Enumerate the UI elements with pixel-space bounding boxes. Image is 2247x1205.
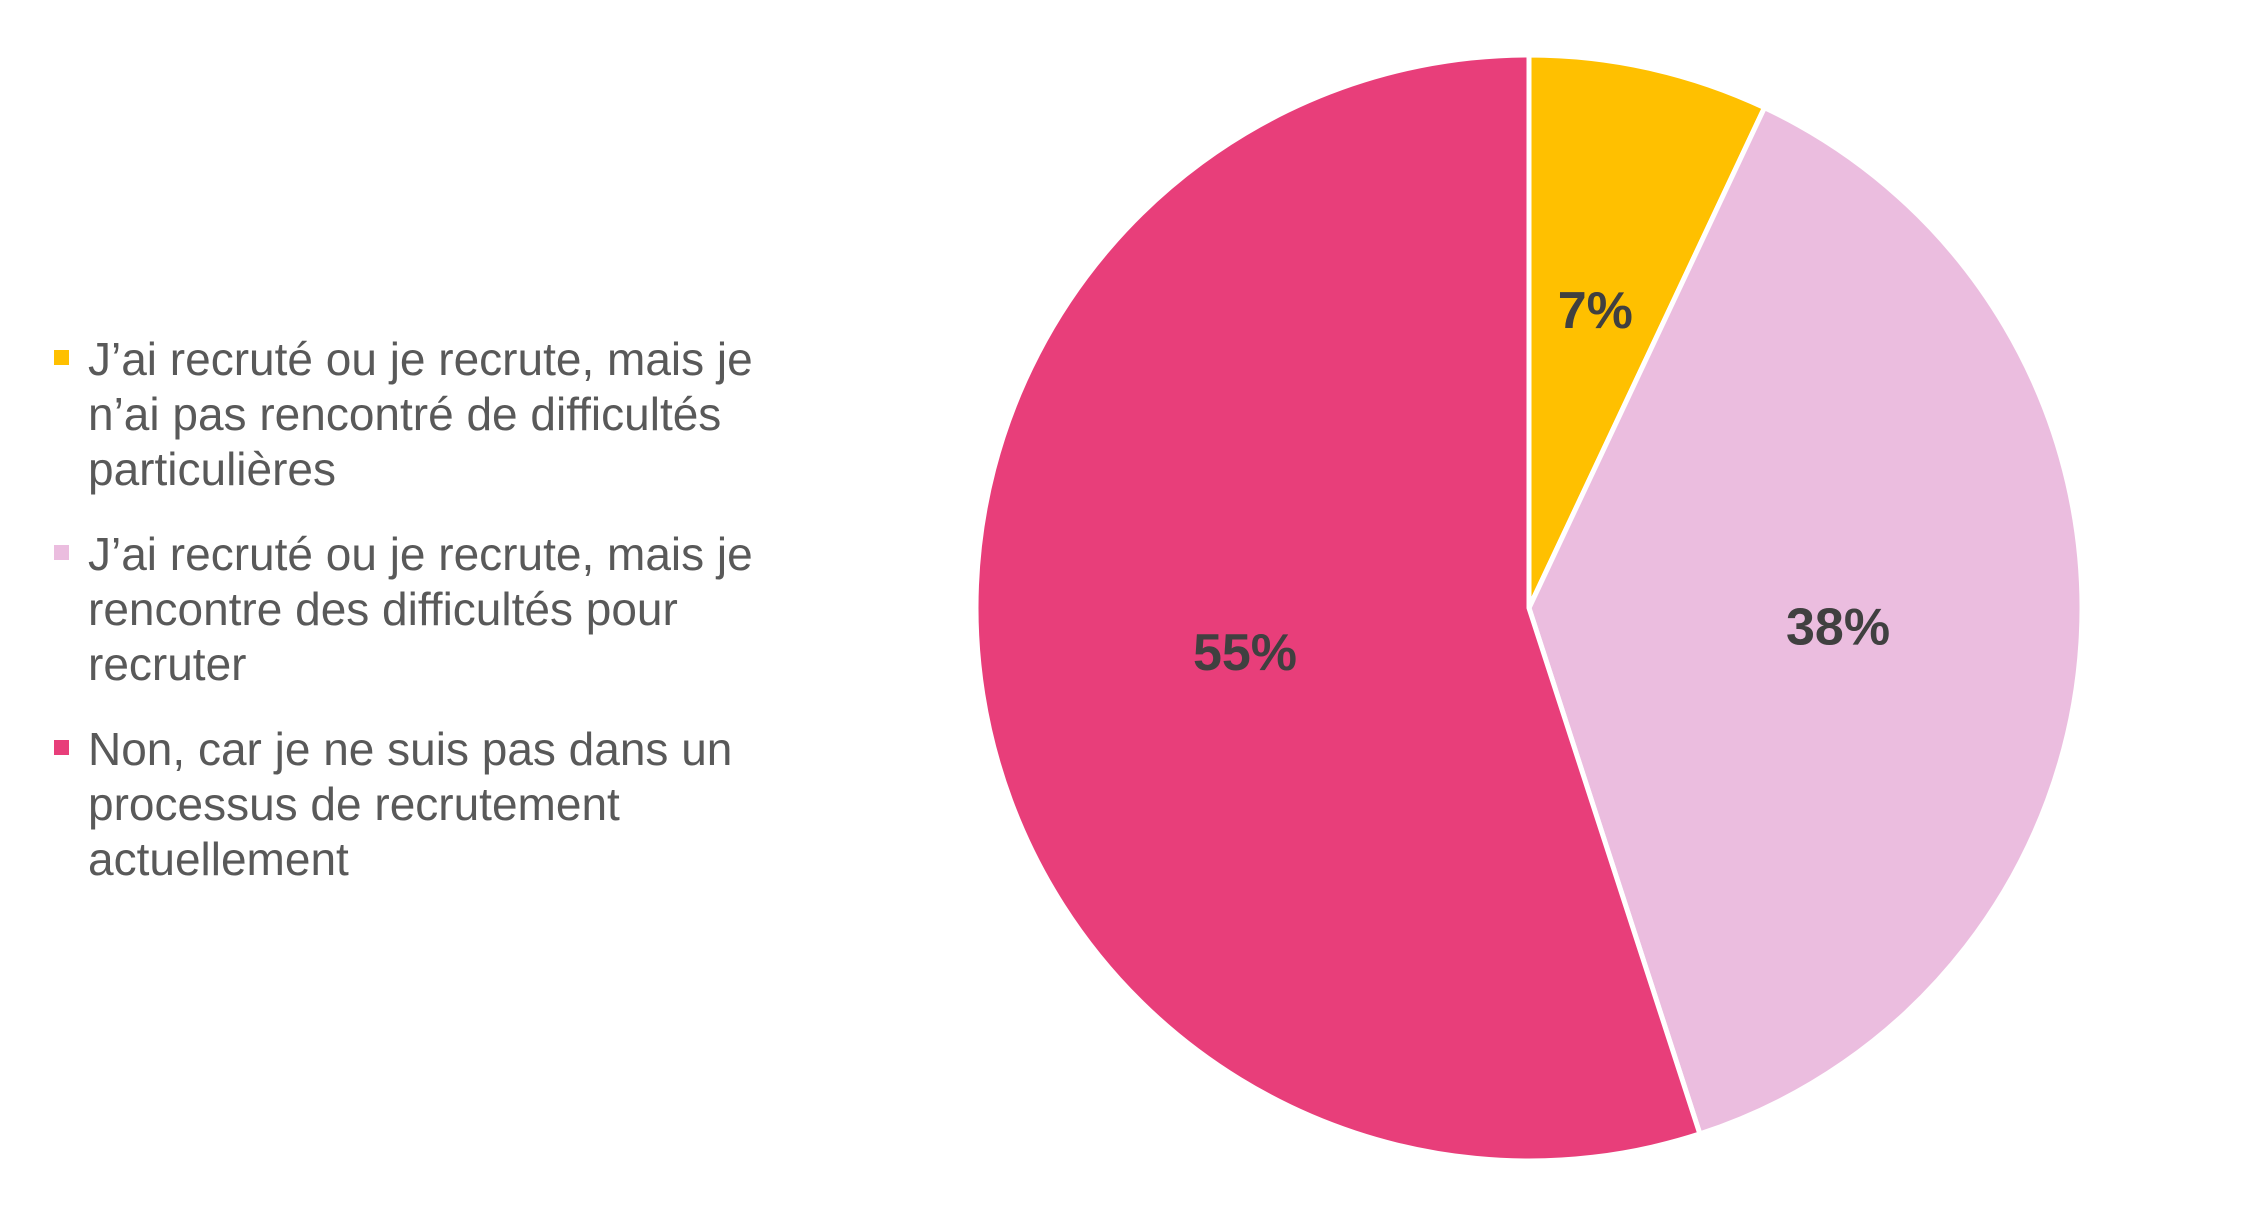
legend-item-not-recruiting: Non, car je ne suis pas dans un processu… xyxy=(52,722,792,887)
slice-difficulties-label: 38% xyxy=(1786,598,1890,656)
legend-swatch-not-recruiting xyxy=(54,740,69,755)
legend-label-difficulties: J’ai recruté ou je recrute, mais je renc… xyxy=(88,528,753,690)
slice-no-difficulty xyxy=(1526,52,1767,611)
slice-difficulties xyxy=(1526,105,2085,1137)
slice-not-recruiting-label: 55% xyxy=(1193,624,1297,682)
legend-label-no-difficulty: J’ai recruté ou je recrute, mais je n’ai… xyxy=(88,333,753,495)
slice-no-difficulty-label: 7% xyxy=(1558,282,1633,340)
chart-legend: J’ai recruté ou je recrute, mais je n’ai… xyxy=(52,332,792,917)
legend-item-difficulties: J’ai recruté ou je recrute, mais je renc… xyxy=(52,527,792,692)
slice-not-recruiting xyxy=(973,52,1703,1164)
legend-swatch-no-difficulty xyxy=(54,350,69,365)
legend-item-no-difficulty: J’ai recruté ou je recrute, mais je n’ai… xyxy=(52,332,792,497)
legend-label-not-recruiting: Non, car je ne suis pas dans un processu… xyxy=(88,723,733,885)
legend-swatch-difficulties xyxy=(54,545,69,560)
